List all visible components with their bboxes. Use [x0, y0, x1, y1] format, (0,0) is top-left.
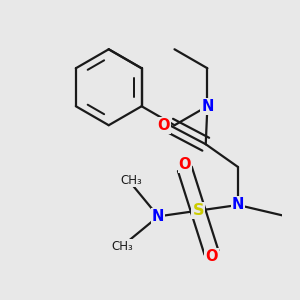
Text: N: N: [152, 209, 164, 224]
Text: O: O: [178, 157, 191, 172]
Text: CH₃: CH₃: [121, 174, 142, 187]
Text: O: O: [205, 249, 218, 264]
Text: S: S: [192, 203, 204, 218]
Text: CH₃: CH₃: [112, 240, 134, 253]
Text: O: O: [158, 118, 170, 133]
Text: N: N: [201, 99, 214, 114]
Text: N: N: [232, 197, 244, 212]
